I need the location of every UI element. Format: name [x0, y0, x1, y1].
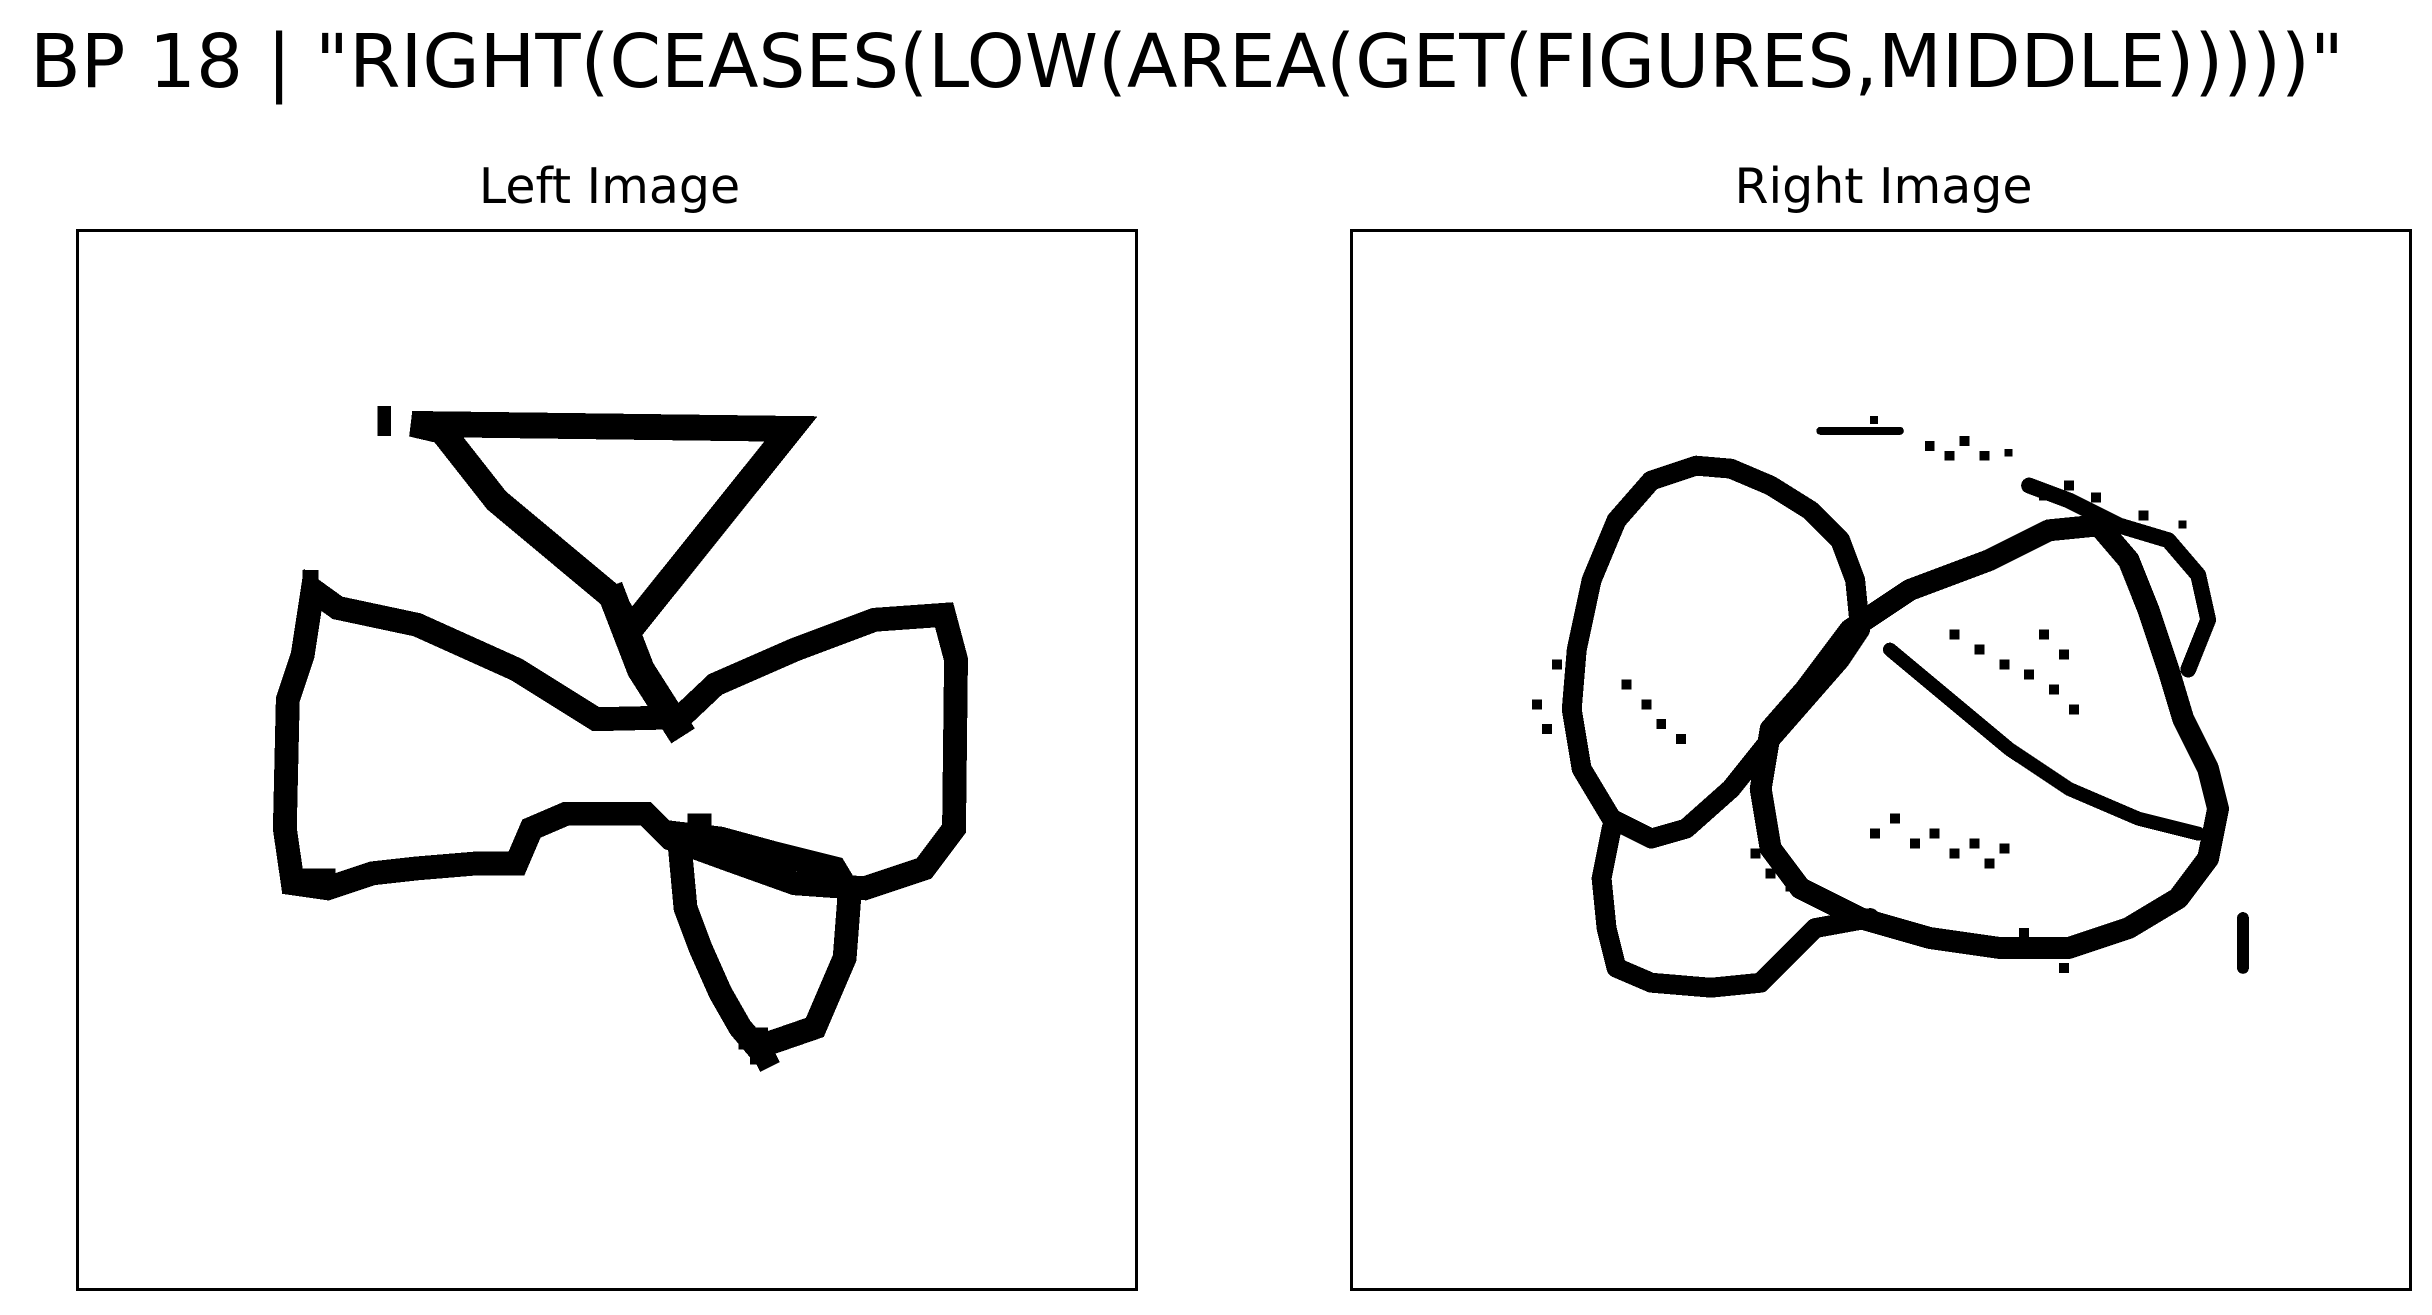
right-lower-lobe-shape [1591, 818, 1881, 998]
right-outer-arc-shape [2021, 477, 2217, 678]
left-loop-shape [665, 819, 862, 1062]
right-image-panel [1350, 229, 2412, 1291]
figure-title: BP 18 | "RIGHT(CEASES(LOW(AREA(GET(FIGUR… [30, 19, 2344, 105]
left-panel-title: Left Image [478, 158, 741, 215]
right-panel-title: Right Image [1734, 158, 2033, 215]
left-image-drawing [272, 406, 968, 1072]
right-center-shape [1749, 514, 2230, 959]
right-left-loop-shape [1561, 455, 1871, 849]
left-image-panel [76, 229, 1138, 1291]
left-bowtie-shape [272, 568, 968, 901]
right-diagonal-band-shape [1882, 642, 2206, 841]
right-image-drawing [1531, 415, 2249, 998]
